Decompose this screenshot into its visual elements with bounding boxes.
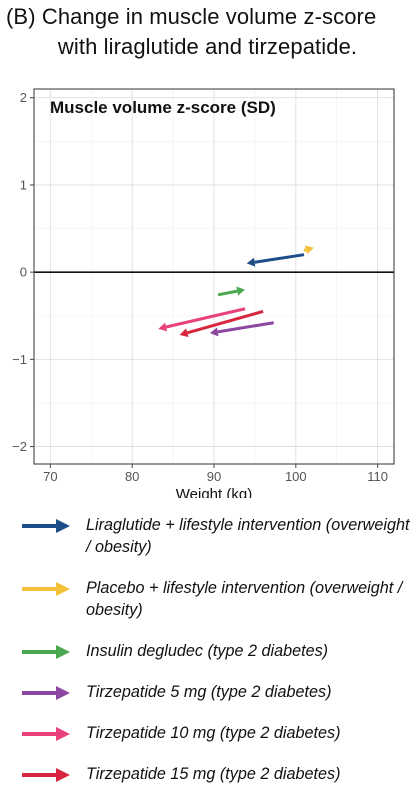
legend-item: Placebo + lifestyle intervention (overwe…: [22, 577, 412, 621]
legend-label: Tirzepatide 5 mg (type 2 diabetes): [86, 683, 332, 701]
series-arrowhead-4: [209, 327, 219, 337]
legend-label: Insulin degludec (type 2 diabetes): [86, 642, 329, 660]
series-line-5: [165, 307, 246, 329]
figure-title-line-1: (B) Change in muscle volume z-score: [6, 4, 377, 29]
legend-item: Tirzepatide 5 mg (type 2 diabetes): [22, 681, 412, 703]
x-tick-label: 80: [125, 469, 139, 484]
legend-arrow-icon: [22, 686, 70, 700]
legend-label: Tirzepatide 15 mg (type 2 diabetes): [86, 765, 341, 783]
legend-arrow-icon: [22, 768, 70, 782]
legend-arrow-icon: [22, 519, 70, 533]
x-tick-label: 70: [43, 469, 57, 484]
legend-arrow-icon: [22, 645, 70, 659]
legend-item: Insulin degludec (type 2 diabetes): [22, 640, 412, 662]
y-tick-label: 2: [20, 90, 27, 105]
legend-arrow-icon: [22, 727, 70, 741]
chart-legend: Liraglutide + lifestyle intervention (ov…: [22, 514, 412, 804]
series-line-4: [217, 321, 274, 334]
x-tick-label: 90: [207, 469, 221, 484]
legend-label: Liraglutide + lifestyle intervention (ov…: [86, 516, 410, 556]
y-tick-label: −1: [12, 352, 27, 367]
x-axis-label: Weight (kg): [176, 486, 252, 498]
y-tick-label: 1: [20, 177, 27, 192]
figure-title: (B) Change in muscle volume z-score with…: [0, 2, 415, 62]
x-tick-label: 110: [367, 469, 388, 484]
figure-title-line-2: with liraglutide and tirzepatide.: [57, 34, 358, 59]
legend-item: Tirzepatide 10 mg (type 2 diabetes): [22, 722, 412, 744]
y-tick-label: 0: [20, 265, 27, 280]
series-arrowhead-3: [236, 286, 246, 296]
series-line-2: [303, 248, 307, 252]
legend-arrow-icon: [22, 582, 70, 596]
series-line-1: [254, 253, 305, 264]
y-tick-label: −2: [12, 439, 27, 454]
series-arrowhead-6: [179, 328, 189, 338]
series-arrowhead-1: [246, 257, 256, 267]
series-arrowhead-5: [158, 322, 168, 332]
series-line-3: [217, 289, 238, 297]
series-arrowhead-2: [304, 245, 314, 255]
series-line-6: [186, 309, 264, 335]
legend-label: Placebo + lifestyle intervention (overwe…: [86, 579, 403, 619]
legend-label: Tirzepatide 10 mg (type 2 diabetes): [86, 724, 341, 742]
muscle-volume-chart: 70 80 90 100 110 2 1 0 −1 −2 Weight (kg) Muscle vol…: [12, 88, 395, 498]
chart-subtitle: Muscle volume z-score (SD): [50, 98, 276, 117]
legend-item: Tirzepatide 15 mg (type 2 diabetes): [22, 763, 412, 785]
x-tick-label: 100: [285, 469, 307, 484]
legend-item: Liraglutide + lifestyle intervention (ov…: [22, 514, 412, 558]
